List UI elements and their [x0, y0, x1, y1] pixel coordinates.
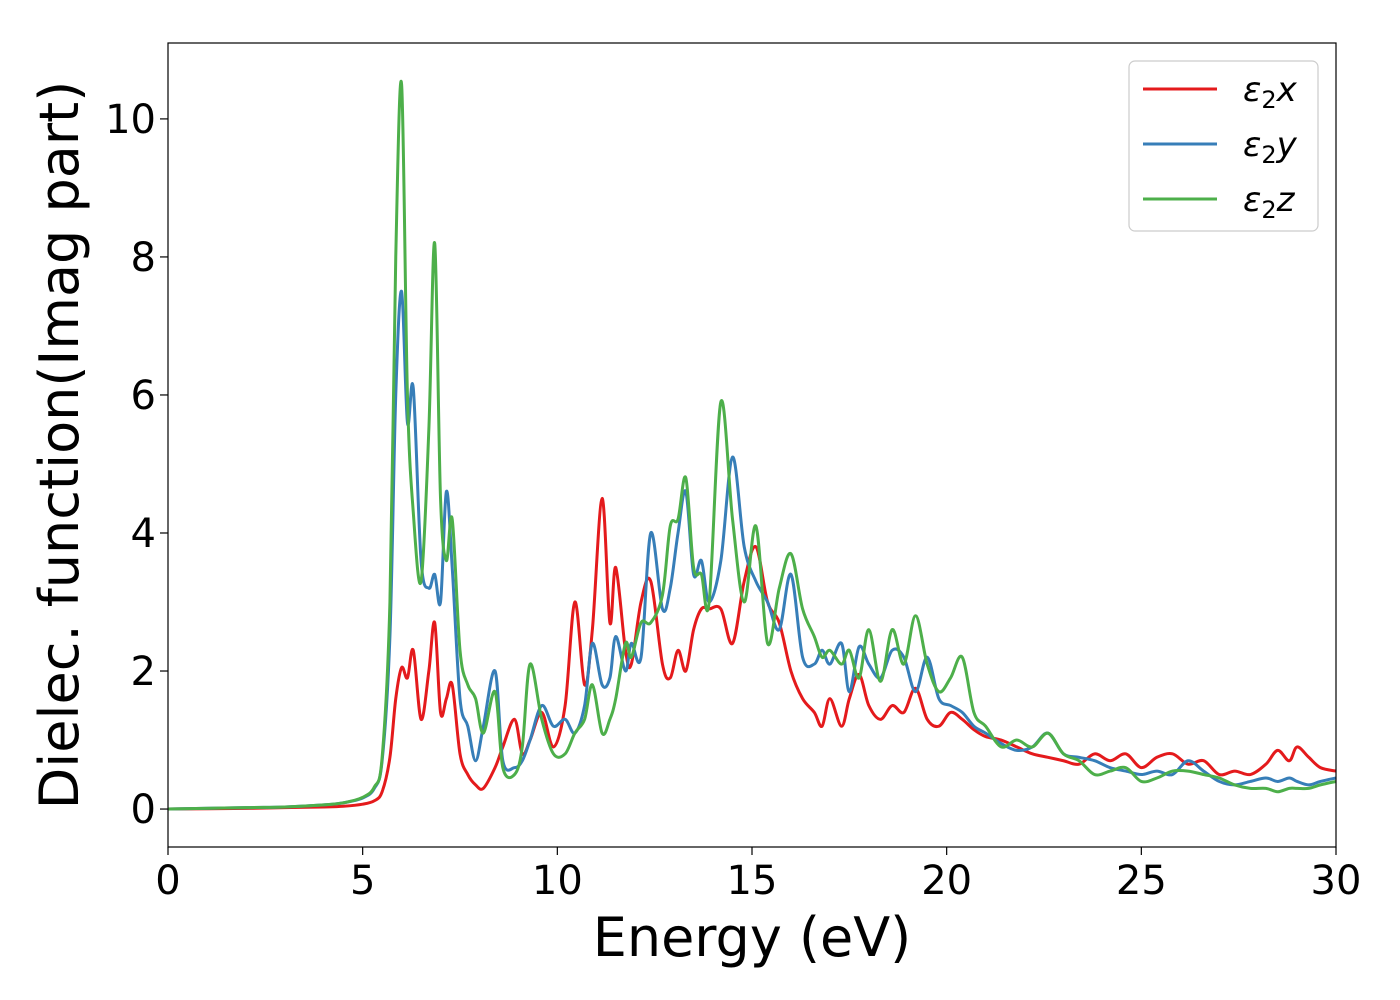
legend-label-x: ε2x	[1243, 70, 1298, 114]
y-tick-label: 2	[131, 649, 156, 695]
series-line-z	[168, 80, 1336, 811]
y-tick-label: 10	[105, 97, 156, 143]
series-layer	[168, 80, 1336, 811]
x-tick-label: 0	[155, 858, 180, 904]
legend-label-z: ε2z	[1243, 180, 1296, 224]
y-tick-label: 0	[131, 787, 156, 833]
y-tick-label: 6	[131, 373, 156, 419]
x-tick-label: 30	[1311, 858, 1362, 904]
y-tick-label: 8	[131, 235, 156, 281]
x-tick-label: 25	[1116, 858, 1167, 904]
x-tick-label: 10	[532, 858, 583, 904]
x-tick-label: 20	[921, 858, 972, 904]
y-axis-ticks: 0 2 4 6 8 10	[105, 97, 168, 833]
x-tick-label: 5	[350, 858, 375, 904]
x-axis-ticks: 0 5 10 15 20 25 30	[155, 847, 1361, 904]
legend-box	[1128, 60, 1319, 232]
x-axis-title: Energy (eV)	[593, 906, 912, 969]
x-tick-label: 15	[727, 858, 778, 904]
series-line-y	[168, 289, 1336, 811]
y-tick-label: 4	[131, 511, 156, 557]
y-axis-title: Dielec. function(Imag part)	[28, 81, 91, 810]
legend: ε2x ε2y ε2z	[1128, 60, 1319, 232]
legend-label-y: ε2y	[1243, 125, 1298, 169]
